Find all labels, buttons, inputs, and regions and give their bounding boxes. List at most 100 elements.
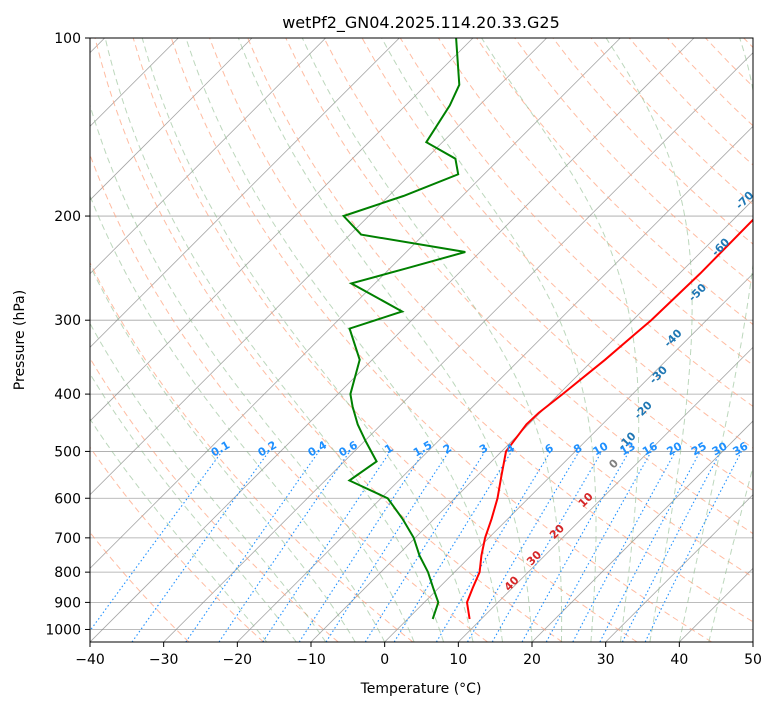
- isotherm-line: [90, 38, 253, 201]
- temperature-line: [465, 218, 753, 620]
- y-tick-label: 500: [54, 444, 81, 460]
- moist-adiabat-line: [104, 38, 445, 642]
- dry-adiabat-line: [132, 38, 638, 642]
- y-axis: 100 200 300 400 500 600 700 800 900 1000: [45, 31, 90, 638]
- x-tick-label: 10: [449, 652, 467, 668]
- dry-adiabat-line: [90, 446, 264, 642]
- y-tick-label: 700: [54, 531, 81, 547]
- x-tick-label: −30: [149, 652, 179, 668]
- x-tick-label: −20: [223, 652, 253, 668]
- moist-adiabat-line: [90, 194, 386, 642]
- annotation-layer: -100-90-80-70-60-50-40-30-20-10010203040…: [209, 105, 775, 594]
- moist-adiabat-line: [237, 38, 533, 642]
- x-tick-label: −40: [75, 652, 105, 668]
- mixing-ratio-label: 0.6: [337, 438, 361, 459]
- y-axis-label: Pressure (hPa): [12, 290, 28, 390]
- x-tick-label: −10: [296, 652, 326, 668]
- dry-adiabat-label: -30: [647, 363, 670, 386]
- dry-adiabat-label: -80: [754, 148, 775, 171]
- dry-adiabat-line: [514, 38, 753, 285]
- mixing-ratio-label: 1: [382, 441, 395, 456]
- dry-adiabat-label: 20: [547, 521, 567, 541]
- dry-adiabat-line: [90, 153, 488, 642]
- plot-frame: [89, 37, 754, 643]
- moist-adiabat-line: [678, 38, 753, 642]
- isotherm-line: [458, 346, 753, 642]
- x-tick-label: 0: [380, 652, 389, 668]
- mixing-ratio-label: 8: [571, 441, 584, 456]
- y-tick-label: 200: [54, 209, 81, 225]
- mixing-ratio-label: 25: [689, 439, 709, 458]
- y-tick-label: 400: [54, 387, 81, 403]
- moist-adiabat-line: [90, 103, 415, 642]
- isotherm-line: [90, 38, 474, 422]
- mixing-ratio-label: 16: [640, 439, 660, 458]
- moist-adiabat-line: [708, 465, 753, 642]
- mixing-ratio-line: [218, 451, 351, 642]
- dry-adiabat-line: [590, 38, 753, 206]
- dry-adiabat-line: [667, 38, 753, 127]
- x-axis: −40 −30 −20 −10 0 10 20 30 40 50: [75, 642, 762, 668]
- mixing-ratio-line: [572, 451, 676, 642]
- dry-adiabat-line: [90, 531, 190, 642]
- dry-adiabat-line: [209, 38, 753, 623]
- mixing-ratio-line: [393, 451, 513, 642]
- mixing-ratio-line: [621, 451, 722, 642]
- dry-adiabat-label: 30: [524, 548, 544, 568]
- mixing-ratio-line: [298, 451, 425, 642]
- x-tick-label: 50: [744, 652, 762, 668]
- dry-adiabat-line: [285, 38, 753, 535]
- mixing-ratio-line: [90, 451, 223, 632]
- moist-adiabat-line: [90, 264, 356, 642]
- isotherm-line: [90, 38, 547, 496]
- isotherm-line: [90, 38, 400, 348]
- dry-adiabat-line: [94, 38, 563, 642]
- y-tick-label: 100: [54, 31, 81, 47]
- isotherm-line: [310, 199, 753, 642]
- x-tick-label: 20: [523, 652, 541, 668]
- mixing-ratio-label: 36: [730, 439, 750, 458]
- dry-adiabat-line: [323, 38, 753, 492]
- dry-adiabat-line: [90, 357, 339, 642]
- y-tick-label: 600: [54, 491, 81, 507]
- dry-adiabat-label: -90: [771, 105, 775, 128]
- mixing-ratio-label: 30: [710, 439, 730, 458]
- dry-adiabat-line: [90, 261, 414, 642]
- dry-adiabat-line: [170, 38, 712, 642]
- dry-adiabat-line: [476, 38, 753, 326]
- mixing-ratio-line: [262, 451, 391, 642]
- moist-adiabat-line: [90, 372, 297, 642]
- y-tick-label: 300: [54, 313, 81, 329]
- moist-adiabat-line: [481, 38, 640, 642]
- mixing-ratio-line: [521, 451, 630, 642]
- isotherm-line: [163, 52, 753, 642]
- chart-title: wetPf2_GN04.2025.114.20.33.G25: [282, 13, 560, 33]
- moist-adiabat-line: [301, 38, 563, 642]
- dry-adiabat-line: [437, 38, 753, 366]
- mixing-ratio-line: [364, 451, 486, 642]
- mixing-ratio-line: [325, 451, 450, 642]
- isotherm-line: [90, 38, 326, 275]
- y-tick-label: 1000: [45, 622, 81, 638]
- dry-adiabat-line: [247, 38, 753, 578]
- mixing-ratio-line: [185, 451, 320, 642]
- mixing-ratio-line: [644, 451, 742, 642]
- moist-adiabat-line: [90, 322, 327, 642]
- dry-adiabat-label: 40: [502, 573, 522, 593]
- dry-adiabat-label: -60: [709, 235, 732, 258]
- isotherm-line: [237, 125, 753, 642]
- mixing-ratio-line: [545, 451, 652, 642]
- moist-adiabat-line: [141, 38, 474, 642]
- dry-adiabat-label: -20: [632, 398, 655, 421]
- isotherm-line: [531, 420, 753, 642]
- x-tick-label: 40: [670, 652, 688, 668]
- mixing-ratio-label: 10: [591, 439, 611, 458]
- dry-adiabat-label: -40: [661, 326, 684, 349]
- mixing-ratio-label: 3: [477, 441, 490, 456]
- x-axis-label: Temperature (°C): [360, 681, 482, 697]
- mixing-ratio-label: 6: [543, 441, 556, 456]
- moist-adiabat-line: [381, 38, 597, 642]
- isotherm-line: [90, 38, 695, 642]
- isotherm-line: [90, 38, 621, 569]
